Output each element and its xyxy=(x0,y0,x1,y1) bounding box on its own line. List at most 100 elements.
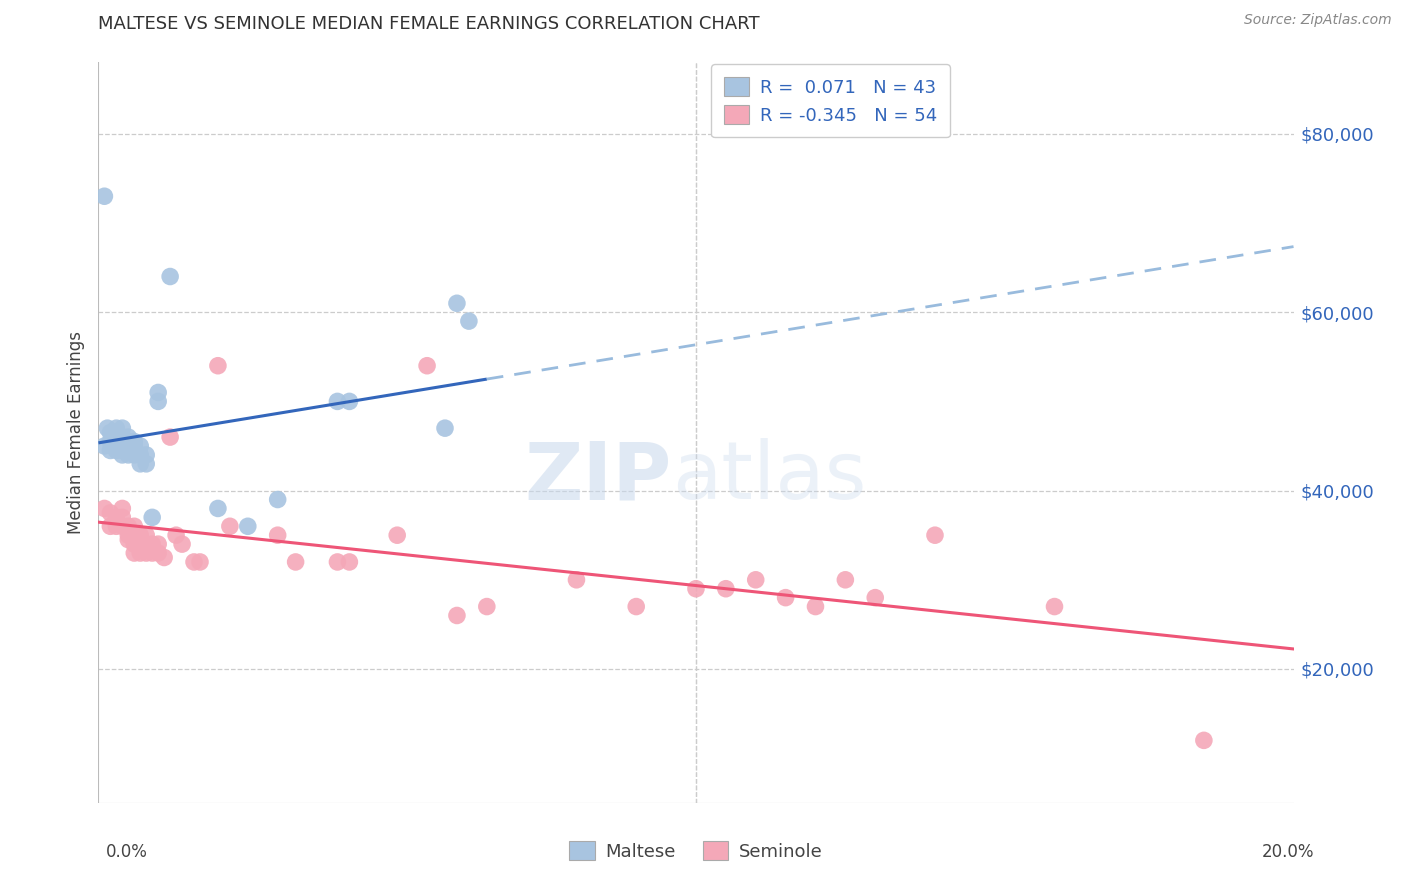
Point xyxy=(111,519,134,533)
Point xyxy=(124,439,146,453)
Point xyxy=(117,443,139,458)
Point xyxy=(111,439,134,453)
Point xyxy=(141,537,163,551)
Point xyxy=(93,439,115,453)
Point xyxy=(98,506,122,520)
Text: MALTESE VS SEMINOLE MEDIAN FEMALE EARNINGS CORRELATION CHART: MALTESE VS SEMINOLE MEDIAN FEMALE EARNIN… xyxy=(98,15,761,33)
Point xyxy=(339,555,361,569)
Point xyxy=(105,430,128,444)
Point xyxy=(111,430,134,444)
Point xyxy=(183,555,205,569)
Point xyxy=(924,528,946,542)
Point xyxy=(105,421,128,435)
Point xyxy=(124,448,146,462)
Point xyxy=(135,537,157,551)
Point xyxy=(458,314,481,328)
Point xyxy=(111,448,134,462)
Point xyxy=(117,430,139,444)
Y-axis label: Median Female Earnings: Median Female Earnings xyxy=(66,331,84,534)
Point xyxy=(98,434,122,449)
Point xyxy=(117,448,139,462)
Point xyxy=(111,443,134,458)
Point xyxy=(117,533,139,547)
Point xyxy=(124,537,146,551)
Point xyxy=(117,519,139,533)
Point xyxy=(105,443,128,458)
Point xyxy=(339,394,361,409)
Point xyxy=(124,528,146,542)
Point xyxy=(129,537,152,551)
Point xyxy=(129,546,152,560)
Point xyxy=(111,501,134,516)
Point xyxy=(159,430,181,444)
Point xyxy=(745,573,768,587)
Point xyxy=(135,457,157,471)
Point xyxy=(267,492,290,507)
Point xyxy=(124,519,146,533)
Point xyxy=(267,528,290,542)
Point xyxy=(188,555,211,569)
Point xyxy=(105,439,128,453)
Point xyxy=(219,519,242,533)
Point xyxy=(98,425,122,440)
Point xyxy=(129,439,152,453)
Text: atlas: atlas xyxy=(672,438,866,516)
Point xyxy=(148,546,170,560)
Point xyxy=(326,394,349,409)
Point xyxy=(475,599,498,614)
Point xyxy=(111,421,134,435)
Point xyxy=(446,296,468,310)
Text: 0.0%: 0.0% xyxy=(105,843,148,861)
Point xyxy=(1043,599,1066,614)
Point xyxy=(284,555,307,569)
Point xyxy=(124,443,146,458)
Point xyxy=(834,573,856,587)
Point xyxy=(111,510,134,524)
Point xyxy=(129,448,152,462)
Point xyxy=(714,582,737,596)
Legend: Maltese, Seminole: Maltese, Seminole xyxy=(562,833,830,868)
Point xyxy=(148,385,170,400)
Point xyxy=(93,501,115,516)
Point xyxy=(105,519,128,533)
Point xyxy=(775,591,797,605)
Point xyxy=(172,537,194,551)
Point xyxy=(416,359,439,373)
Point xyxy=(135,448,157,462)
Point xyxy=(626,599,648,614)
Point xyxy=(124,434,146,449)
Point xyxy=(124,546,146,560)
Point xyxy=(96,421,118,435)
Point xyxy=(135,546,157,560)
Text: Source: ZipAtlas.com: Source: ZipAtlas.com xyxy=(1244,13,1392,28)
Point xyxy=(804,599,827,614)
Point xyxy=(141,510,163,524)
Point xyxy=(685,582,707,596)
Point xyxy=(98,519,122,533)
Point xyxy=(135,528,157,542)
Point xyxy=(434,421,457,435)
Point xyxy=(207,359,229,373)
Point xyxy=(159,269,181,284)
Point xyxy=(129,528,152,542)
Point xyxy=(117,524,139,538)
Point xyxy=(385,528,409,542)
Text: ZIP: ZIP xyxy=(524,438,672,516)
Point xyxy=(117,528,139,542)
Point xyxy=(148,394,170,409)
Text: 20.0%: 20.0% xyxy=(1263,843,1315,861)
Point xyxy=(98,443,122,458)
Point xyxy=(117,439,139,453)
Point xyxy=(446,608,468,623)
Point xyxy=(117,434,139,449)
Point xyxy=(326,555,349,569)
Point xyxy=(565,573,588,587)
Point xyxy=(153,550,176,565)
Point xyxy=(129,457,152,471)
Point xyxy=(165,528,187,542)
Point xyxy=(207,501,229,516)
Point xyxy=(93,189,115,203)
Point xyxy=(236,519,259,533)
Point xyxy=(111,434,134,449)
Point xyxy=(1192,733,1215,747)
